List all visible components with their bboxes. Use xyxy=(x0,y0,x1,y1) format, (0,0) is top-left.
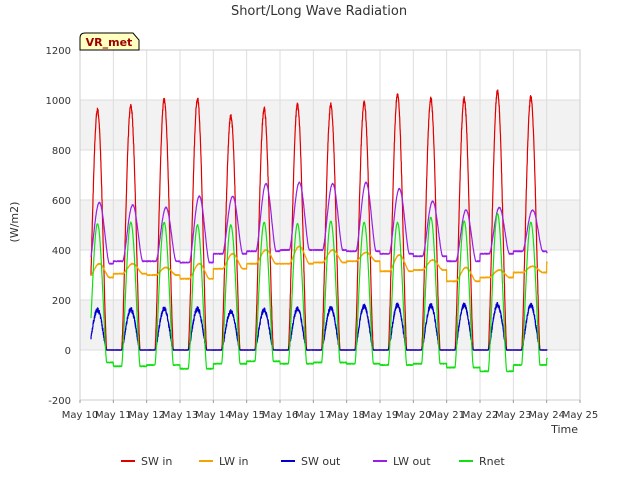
y-tick-label: 400 xyxy=(52,246,71,257)
x-tick-label: May 23 xyxy=(495,410,532,421)
x-tick-label: May 19 xyxy=(362,410,399,421)
legend-label: LW in xyxy=(219,455,249,468)
legend: SW in LW in SW out LW out Rnet xyxy=(121,455,505,468)
y-tick-label: 1000 xyxy=(46,96,71,107)
legend-item: LW in xyxy=(199,455,249,468)
y-tick-label: 600 xyxy=(52,196,71,207)
y-tick-label: -200 xyxy=(48,396,71,407)
badge-shape xyxy=(79,32,140,51)
y-tick-label: 1200 xyxy=(46,46,71,57)
legend-label: SW out xyxy=(301,455,341,468)
y-axis-label: (W/m2) xyxy=(8,202,21,243)
y-tick-label: 200 xyxy=(52,296,71,307)
chart-title: Short/Long Wave Radiation xyxy=(231,4,407,19)
x-axis-label: Time xyxy=(550,423,578,436)
x-tick-label: May 21 xyxy=(428,410,465,421)
series-layer xyxy=(90,89,548,373)
legend-item: Rnet xyxy=(459,455,505,468)
x-tick-label: May 13 xyxy=(162,410,199,421)
legend-item: SW in xyxy=(121,455,172,468)
x-tick-label: May 14 xyxy=(195,410,232,421)
x-tick-label: May 25 xyxy=(562,410,599,421)
x-tick-label: May 18 xyxy=(328,410,365,421)
series-line-lw-in xyxy=(90,245,548,283)
legend-label: LW out xyxy=(393,455,431,468)
y-tick-label: 800 xyxy=(52,146,71,157)
x-tick-label: May 15 xyxy=(228,410,265,421)
legend-label: Rnet xyxy=(479,455,505,468)
legend-item: LW out xyxy=(373,455,431,468)
x-tick-label: May 11 xyxy=(95,410,132,421)
series-line-rnet xyxy=(90,212,548,373)
x-tick-label: May 20 xyxy=(395,410,432,421)
x-tick-label: May 10 xyxy=(62,410,99,421)
x-tick-label: May 12 xyxy=(128,410,165,421)
series-line-lw-out xyxy=(90,181,548,265)
badge-label: VR_met xyxy=(86,36,133,49)
x-tick-label: May 16 xyxy=(262,410,299,421)
y-tick-label: 0 xyxy=(65,346,71,357)
x-tick-label: May 17 xyxy=(295,410,332,421)
y-axis-ticks: -200 0 200 400 600 800 1000 1200 xyxy=(46,46,71,407)
x-tick-label: May 22 xyxy=(462,410,499,421)
plot-area-frame xyxy=(79,49,581,401)
legend-label: SW in xyxy=(141,455,172,468)
station-badge: VR_met xyxy=(79,32,140,51)
x-tick-label: May 24 xyxy=(528,410,565,421)
legend-item: SW out xyxy=(281,455,341,468)
